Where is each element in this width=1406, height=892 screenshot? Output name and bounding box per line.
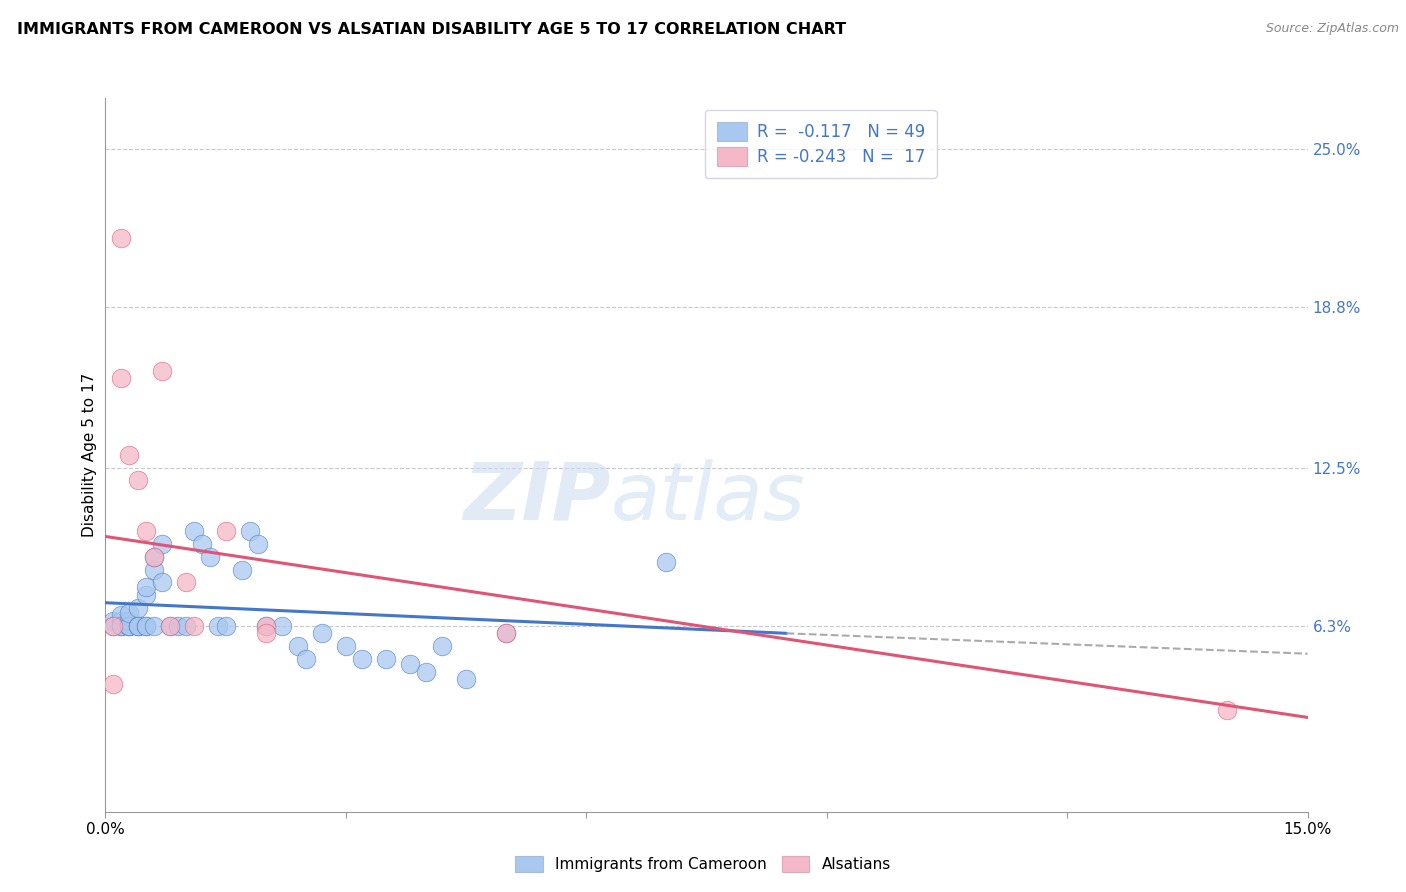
- Point: [118, 448, 141, 462]
- Point: [127, 474, 149, 488]
- Point: [159, 618, 181, 632]
- Point: [295, 652, 318, 666]
- Point: [110, 231, 132, 245]
- Point: [127, 600, 149, 615]
- Point: [110, 618, 132, 632]
- Point: [103, 677, 125, 691]
- Point: [374, 652, 398, 666]
- Point: [287, 639, 309, 653]
- Point: [246, 537, 269, 551]
- Point: [127, 618, 149, 632]
- Point: [1216, 703, 1239, 717]
- Point: [150, 364, 173, 378]
- Point: [135, 618, 157, 632]
- Point: [254, 626, 277, 640]
- Point: [174, 575, 197, 590]
- Point: [110, 618, 132, 632]
- Point: [118, 618, 141, 632]
- Text: ZIP: ZIP: [463, 458, 610, 537]
- Point: [207, 618, 229, 632]
- Point: [231, 563, 253, 577]
- Point: [110, 608, 132, 623]
- Point: [110, 371, 132, 385]
- Point: [655, 555, 678, 569]
- Point: [399, 657, 422, 671]
- Point: [159, 618, 181, 632]
- Point: [127, 618, 149, 632]
- Point: [110, 614, 132, 628]
- Legend: Immigrants from Cameroon, Alsatians: Immigrants from Cameroon, Alsatians: [508, 848, 898, 880]
- Point: [118, 618, 141, 632]
- Point: [495, 626, 517, 640]
- Point: [214, 618, 236, 632]
- Point: [311, 626, 333, 640]
- Point: [254, 618, 277, 632]
- Point: [239, 524, 262, 539]
- Point: [335, 639, 357, 653]
- Text: IMMIGRANTS FROM CAMEROON VS ALSATIAN DISABILITY AGE 5 TO 17 CORRELATION CHART: IMMIGRANTS FROM CAMEROON VS ALSATIAN DIS…: [17, 22, 846, 37]
- Point: [350, 652, 373, 666]
- Point: [103, 618, 125, 632]
- Legend: R =  -0.117   N = 49, R = -0.243   N =  17: R = -0.117 N = 49, R = -0.243 N = 17: [704, 110, 936, 178]
- Point: [430, 639, 453, 653]
- Text: Source: ZipAtlas.com: Source: ZipAtlas.com: [1265, 22, 1399, 36]
- Point: [142, 549, 165, 564]
- Point: [214, 524, 236, 539]
- Point: [183, 524, 205, 539]
- Point: [142, 549, 165, 564]
- Point: [118, 618, 141, 632]
- Point: [135, 524, 157, 539]
- Point: [198, 549, 221, 564]
- Point: [118, 606, 141, 620]
- Point: [415, 665, 437, 679]
- Point: [135, 588, 157, 602]
- Point: [174, 618, 197, 632]
- Point: [135, 581, 157, 595]
- Point: [150, 575, 173, 590]
- Point: [103, 618, 125, 632]
- Point: [103, 614, 125, 628]
- Point: [150, 537, 173, 551]
- Point: [127, 618, 149, 632]
- Point: [166, 618, 188, 632]
- Point: [135, 618, 157, 632]
- Y-axis label: Disability Age 5 to 17: Disability Age 5 to 17: [82, 373, 97, 537]
- Point: [142, 563, 165, 577]
- Point: [254, 618, 277, 632]
- Point: [454, 672, 477, 686]
- Point: [270, 618, 292, 632]
- Point: [118, 614, 141, 628]
- Point: [190, 537, 212, 551]
- Point: [495, 626, 517, 640]
- Text: atlas: atlas: [610, 458, 806, 537]
- Point: [183, 618, 205, 632]
- Point: [142, 618, 165, 632]
